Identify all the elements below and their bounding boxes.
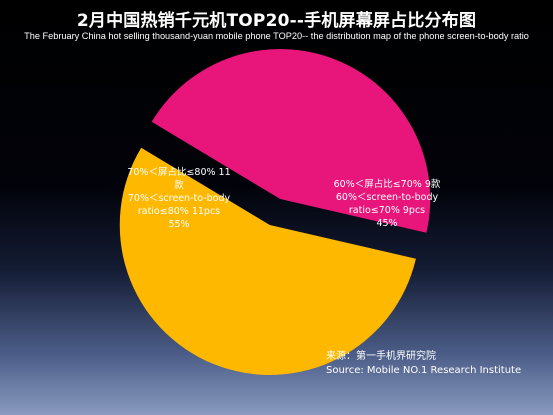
chart-subtitle: The February China hot selling thousand-… (24, 31, 529, 41)
slice-percent-label: 45% (376, 218, 398, 229)
source-note: 来源：第一手机界研究院 Source: Mobile NO.1 Research… (326, 350, 521, 378)
source-en: Source: Mobile NO.1 Research Institute (326, 365, 522, 376)
source-cn: 来源：第一手机界研究院 (326, 351, 436, 362)
slice-70-80 (119, 147, 416, 375)
slice-label-70-80: 70%＜屏占比≤80% 11款 70%＜screen-to-body ratio… (123, 166, 235, 231)
slice-label-en: 60%＜screen-to-body ratio≤70% 9pcs (335, 192, 439, 216)
slice-label-60-70: 60%＜屏占比≤70% 9款 60%＜screen-to-body ratio≤… (322, 178, 452, 230)
slice-label-cn: 70%＜屏占比≤80% 11款 (127, 167, 231, 191)
slice-60-70 (151, 49, 431, 233)
slice-label-en: 70%＜screen-to-body ratio≤80% 11pcs (127, 193, 231, 217)
chart-title: 2月中国热销千元机TOP20--手机屏幕屏占比分布图 (76, 11, 477, 31)
slice-label-cn: 60%＜屏占比≤70% 9款 (333, 179, 441, 190)
slice-percent-label: 55% (168, 219, 190, 230)
